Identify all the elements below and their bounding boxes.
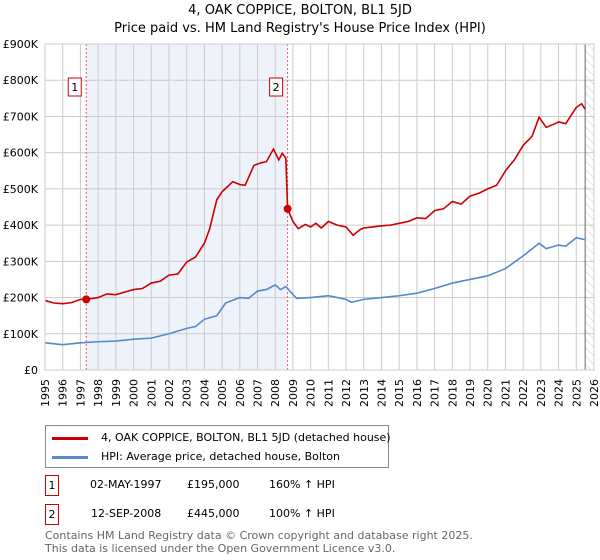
x-tick-label: 2015 [393, 379, 406, 407]
x-tick-label: 2011 [322, 379, 335, 407]
x-tick-label: 1999 [110, 379, 123, 407]
x-tick-label: 2004 [198, 379, 211, 407]
property-price-line [44, 102, 586, 305]
x-tick-label: 1998 [92, 379, 105, 407]
sale-price: £445,000 [187, 507, 240, 520]
x-tick-label: 2010 [305, 379, 318, 407]
x-tick-label: 2005 [216, 379, 229, 407]
sale-point [283, 204, 292, 213]
x-tick-label: 2002 [163, 379, 176, 407]
chart-subtitle: Price paid vs. HM Land Registry's House … [114, 21, 486, 36]
y-tick-label: £300K [3, 255, 39, 268]
sale-label: 2 [273, 81, 280, 94]
y-tick-label: £700K [3, 110, 39, 123]
plot-border [44, 43, 595, 371]
sale-marker-badge: 2 [45, 504, 59, 525]
chart-title: 4, OAK COPPICE, BOLTON, BL1 5JD [188, 3, 412, 18]
legend-label-hpi: HPI: Average price, detached house, Bolt… [101, 450, 340, 463]
forecast-hatch [585, 44, 594, 370]
footer: Contains HM Land Registry data © Crown c… [45, 529, 473, 555]
y-tick-label: £400K [3, 219, 39, 232]
sale-label-box [269, 77, 284, 97]
y-tick-label: £500K [3, 183, 39, 196]
x-tick-label: 2020 [482, 379, 495, 407]
sale-marker-badge: 1 [45, 475, 59, 496]
legend-swatch-property [52, 437, 88, 440]
sale-label: 1 [71, 81, 78, 94]
x-tick-label: 2026 [588, 379, 600, 407]
x-tick-label: 2024 [553, 379, 566, 407]
x-tick-label: 2014 [375, 379, 388, 407]
sale-hpi-change: 100% ↑ HPI [269, 507, 335, 520]
sale-price: £195,000 [187, 478, 240, 491]
legend: 4, OAK COPPICE, BOLTON, BL1 5JD (detache… [45, 425, 391, 468]
x-tick-label: 2000 [128, 379, 141, 407]
legend-label-property: 4, OAK COPPICE, BOLTON, BL1 5JD (detache… [101, 431, 391, 444]
sale-hpi-change: 160% ↑ HPI [269, 478, 335, 491]
y-tick-label: £900K [3, 38, 39, 51]
x-tick-label: 1995 [39, 379, 52, 407]
sale-point [82, 295, 91, 304]
x-tick-label: 2025 [570, 379, 583, 407]
y-tick-label: £0 [24, 364, 38, 377]
y-tick-label: £600K [3, 147, 39, 160]
licence-text: This data is licensed under the Open Gov… [45, 542, 396, 555]
x-tick-label: 2023 [535, 379, 548, 407]
x-tick-label: 2003 [181, 379, 194, 407]
x-tick-label: 2016 [411, 379, 424, 407]
x-tick-label: 1997 [74, 379, 87, 407]
x-tick-label: 2017 [429, 379, 442, 407]
x-tick-label: 2006 [234, 379, 247, 407]
y-tick-label: £800K [3, 74, 39, 87]
x-tick-label: 1996 [57, 379, 70, 407]
x-tick-label: 2018 [446, 379, 459, 407]
legend-swatch-hpi [52, 456, 88, 459]
x-tick-label: 2009 [287, 379, 300, 407]
copyright-text: Contains HM Land Registry data © Crown c… [45, 529, 473, 542]
price-chart: 1995 1996 1997 1998 1999 2000 2001 2002 2003 2004… [3, 38, 600, 407]
x-tick-label: 2022 [517, 379, 530, 407]
x-tick-label: 2007 [252, 379, 265, 407]
y-tick-label: £100K [3, 328, 39, 341]
sale-date: 02-MAY-1997 [90, 478, 162, 491]
x-tick-label: 2021 [499, 379, 512, 407]
x-tick-label: 2012 [340, 379, 353, 407]
x-tick-label: 2013 [358, 379, 371, 407]
y-tick-label: £200K [3, 292, 39, 305]
x-tick-label: 2001 [145, 379, 158, 407]
sale-date: 12-SEP-2008 [91, 507, 162, 520]
x-tick-label: 2019 [464, 379, 477, 407]
hpi-line [44, 236, 586, 346]
sale-label-box [67, 77, 82, 97]
x-tick-label: 2008 [269, 379, 282, 407]
